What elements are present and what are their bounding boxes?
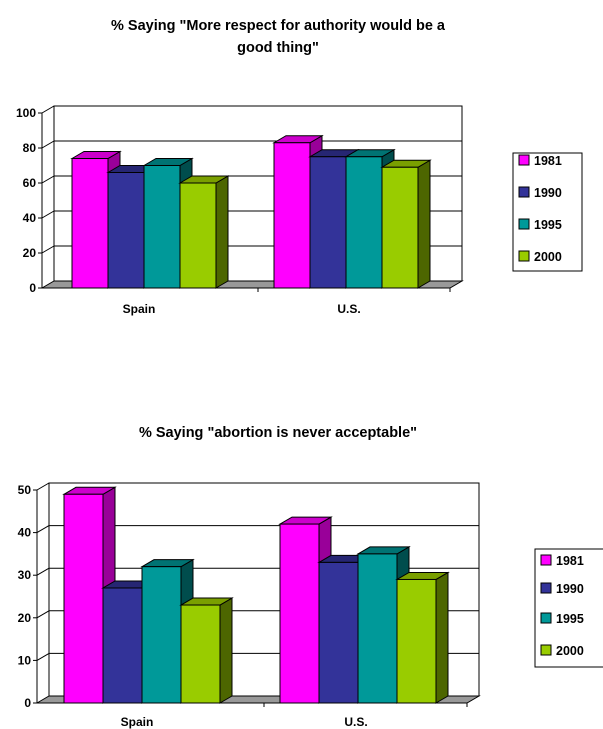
bar-front [318, 561, 359, 704]
bar-side [219, 597, 233, 704]
chart-2: % Saying "abortion is never acceptable" … [18, 425, 603, 729]
chart-1-legend: 1981 1990 1995 2000 [512, 152, 583, 272]
bar-side [417, 159, 431, 289]
legend-label-2000: 2000 [556, 644, 584, 658]
legend-swatch-2000 [540, 644, 552, 656]
legend-swatch-1981 [540, 554, 552, 566]
y-tick-label: 10 [18, 653, 32, 667]
bar-front [141, 566, 182, 704]
bar-spain-2000 [179, 597, 234, 704]
legend-swatch-2000 [518, 250, 530, 262]
legend-swatch-1990 [540, 582, 552, 594]
legend-label-2000: 2000 [534, 250, 562, 264]
bar-side [435, 571, 449, 704]
chart-2-y-axis: 0 10 20 30 40 50 [18, 483, 38, 710]
legend-swatch-1995 [518, 218, 530, 230]
legend-swatch-1981 [518, 154, 530, 166]
y-tick-label: 40 [23, 211, 37, 225]
gridline-side [36, 482, 50, 491]
y-tick-label: 0 [24, 696, 31, 710]
bar-front [102, 587, 143, 704]
category-label: U.S. [344, 715, 367, 729]
y-tick-label: 20 [23, 246, 37, 260]
gridline-side [41, 140, 55, 149]
y-tick-label: 0 [29, 281, 36, 295]
legend-label-1995: 1995 [556, 612, 584, 626]
y-tick-label: 100 [16, 106, 36, 120]
bar-spain-2000 [178, 175, 230, 289]
chart-1-x-axis: Spain U.S. [123, 288, 451, 316]
gridline-side [36, 525, 50, 534]
y-tick-label: 30 [18, 568, 32, 582]
y-tick-label: 80 [23, 141, 37, 155]
chart-2-title: % Saying "abortion is never acceptable" [139, 425, 417, 441]
gridline-side [41, 245, 55, 254]
chart-2-legend: 1981 1990 1995 2000 [534, 548, 603, 668]
legend-label-1990: 1990 [534, 186, 562, 200]
gridline-side [36, 567, 50, 576]
chart-1-title-line-2: good thing" [237, 40, 319, 56]
bar-front [179, 182, 217, 289]
bar-front [273, 142, 311, 289]
bar-front [279, 523, 320, 704]
gridline-side [36, 610, 50, 619]
bar-front [345, 156, 383, 289]
y-tick-label: 50 [18, 483, 32, 497]
chart-2-bars [62, 486, 450, 704]
y-tick-label: 20 [18, 611, 32, 625]
chart-2-x-axis: Spain U.S. [121, 703, 468, 729]
legend-swatch-1990 [518, 186, 530, 198]
chart-1-bars [70, 134, 432, 289]
gridline-side [41, 210, 55, 219]
y-tick-label: 40 [18, 526, 32, 540]
category-label: U.S. [337, 302, 360, 316]
legend-label-1981: 1981 [556, 554, 584, 568]
legend-label-1981: 1981 [534, 154, 562, 168]
gridline-side [41, 175, 55, 184]
legend-swatch-1995 [540, 612, 552, 624]
bar-front [357, 553, 398, 704]
bar-front [381, 166, 419, 289]
legend-label-1995: 1995 [534, 218, 562, 232]
category-label: Spain [121, 715, 154, 729]
bar-front [63, 493, 104, 704]
chart-1-title-line-1: % Saying "More respect for authority wou… [111, 18, 446, 34]
bar-us-2000 [395, 571, 450, 704]
y-tick-label: 60 [23, 176, 37, 190]
bar-us-1995 [344, 148, 396, 289]
chart-1: % Saying "More respect for authority wou… [16, 18, 583, 316]
bar-front [396, 578, 437, 704]
bar-front [71, 158, 109, 289]
bar-spain-1995 [140, 558, 195, 704]
bar-front [143, 165, 181, 289]
bar-front [309, 156, 347, 289]
bar-side [215, 175, 229, 289]
bar-us-2000 [380, 159, 432, 289]
gridline-side [41, 105, 55, 114]
chart-1-y-axis: 0 20 40 60 80 100 [16, 106, 43, 295]
bar-front [107, 172, 145, 289]
legend-label-1990: 1990 [556, 582, 584, 596]
gridline-side [36, 652, 50, 661]
bar-front [180, 604, 221, 704]
category-label: Spain [123, 302, 156, 316]
